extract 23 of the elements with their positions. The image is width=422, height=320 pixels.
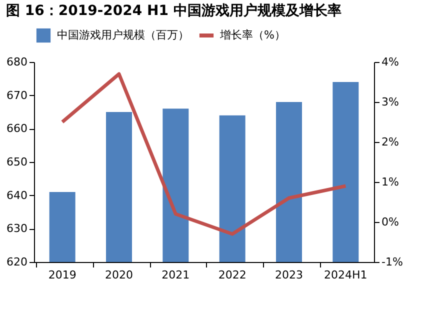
y-tick-label: 660 <box>6 122 28 136</box>
y2-tick-label: 4% <box>382 56 399 68</box>
x-tick-label: 2023 <box>275 268 303 282</box>
y2-tick-label: 1% <box>382 176 399 188</box>
x-tick-label: 2024H1 <box>324 268 368 282</box>
y2-tick-label: 3% <box>382 96 399 108</box>
legend-label: 增长率（%） <box>219 28 286 42</box>
y2-tick-label: 2% <box>382 136 399 148</box>
y-tick-label: 640 <box>6 188 28 202</box>
x-tick-label: 2022 <box>218 268 246 282</box>
y-tick-label: 630 <box>6 222 28 236</box>
legend-label: 中国游戏用户规模（百万） <box>57 28 189 42</box>
y-tick-label: 680 <box>6 56 28 68</box>
y2-tick-label: -1% <box>382 256 403 268</box>
chart-title: 图 16：2019-2024 H1 中国游戏用户规模及增长率 <box>6 2 342 19</box>
y2-tick-label: 0% <box>382 216 399 228</box>
x-tick-label: 2021 <box>162 268 190 282</box>
line-series <box>60 72 348 236</box>
y-tick-label: 670 <box>6 88 28 102</box>
x-tick-label: 2020 <box>105 268 133 282</box>
y-tick-label: 620 <box>6 256 28 268</box>
y-tick-label: 650 <box>6 156 28 168</box>
x-tick-label: 2019 <box>48 268 76 282</box>
